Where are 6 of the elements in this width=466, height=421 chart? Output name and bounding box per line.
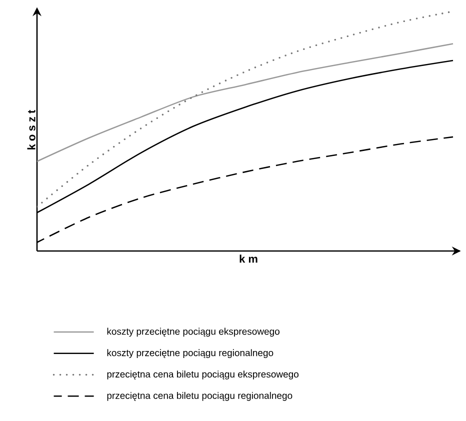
- legend-label: przeciętna cena biletu pociągu ekspresowego: [107, 370, 298, 380]
- x-axis-title: k m: [240, 254, 258, 263]
- legend-label: przeciętna cena biletu pociągu regionalnego: [107, 392, 292, 401]
- y-axis-title: k o s z t: [27, 110, 36, 150]
- legend-label: koszty przeciętne pociągu regionalnego: [107, 349, 274, 358]
- legend-label: koszty przeciętne pociągu ekspresowego: [107, 328, 280, 337]
